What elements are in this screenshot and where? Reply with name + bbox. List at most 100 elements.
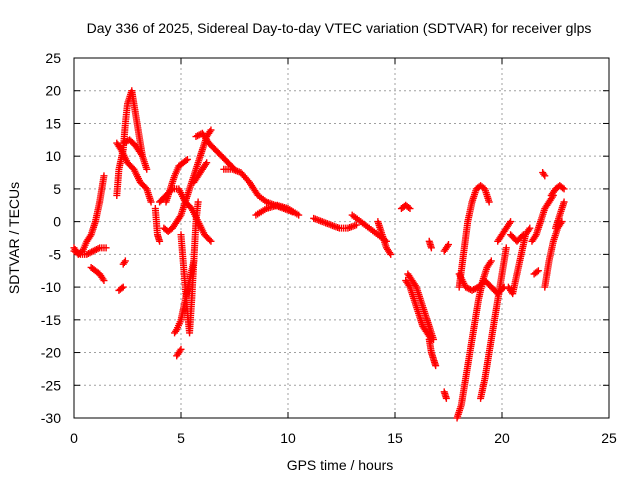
data-point-marker xyxy=(100,277,108,285)
series-arc-23 xyxy=(397,201,414,213)
y-tick-label: 25 xyxy=(45,50,61,66)
data-point-marker xyxy=(143,165,151,173)
data-point-marker xyxy=(207,126,215,134)
y-tick-labels: -30 -25 -20 -15 -10 -5 0 5 10 15 20 25 xyxy=(41,50,61,426)
series-arc-35 xyxy=(504,224,534,298)
data-point-marker xyxy=(485,198,493,206)
y-tick-label: 10 xyxy=(45,148,61,164)
data-point-marker xyxy=(518,232,526,240)
axis-ticks xyxy=(73,57,610,419)
data-point-marker xyxy=(118,284,126,292)
x-tick-label: 0 xyxy=(70,430,78,446)
data-point-marker xyxy=(182,157,190,165)
y-tick-label: -10 xyxy=(41,279,61,295)
x-tick-label: 5 xyxy=(177,430,185,446)
series-arc-38 xyxy=(539,169,549,180)
series-arc-31 xyxy=(455,182,493,291)
series-arc-08 xyxy=(119,257,129,268)
series-arc-30 xyxy=(453,257,495,422)
series-arc-07 xyxy=(115,283,127,294)
data-point-marker xyxy=(534,267,542,275)
data-point-marker xyxy=(405,203,413,211)
data-point-marker xyxy=(427,244,435,252)
series-arc-40 xyxy=(547,182,568,199)
y-tick-label: -25 xyxy=(41,377,61,393)
series-arc-11 xyxy=(160,126,215,235)
data-point-marker xyxy=(352,221,360,229)
data-point-marker xyxy=(177,345,185,353)
series-arc-03 xyxy=(87,263,108,285)
series-arc-22 xyxy=(374,218,395,258)
series-arc-14 xyxy=(173,345,185,360)
data-point-marker xyxy=(206,236,214,244)
series-arc-02 xyxy=(70,244,110,258)
data-point-marker xyxy=(75,250,83,258)
x-tick-label: 15 xyxy=(387,430,403,446)
y-tick-label: 5 xyxy=(53,181,61,197)
data-point-marker xyxy=(387,250,395,258)
data-point-marker xyxy=(559,184,567,192)
data-point-marker xyxy=(502,244,510,252)
data-point-marker xyxy=(526,224,534,232)
data-point-marker xyxy=(519,231,527,239)
series-arc-15 xyxy=(177,198,202,337)
y-axis-label: SDTVAR / TECUs xyxy=(6,182,22,294)
series-arc-34 xyxy=(494,218,515,245)
data-points xyxy=(70,87,568,422)
data-point-marker xyxy=(465,285,473,293)
series-arc-06 xyxy=(113,139,155,206)
x-axis-label: GPS time / hours xyxy=(287,457,394,473)
data-point-marker xyxy=(203,159,211,167)
x-tick-labels: 0 5 10 15 20 25 xyxy=(70,430,617,446)
grid-lines xyxy=(74,58,609,418)
plot-frame xyxy=(73,57,610,419)
y-tick-label: -15 xyxy=(41,312,61,328)
data-point-marker xyxy=(560,198,568,206)
data-point-marker xyxy=(194,198,202,206)
data-point-marker xyxy=(487,257,495,265)
data-point-marker xyxy=(156,237,164,245)
x-tick-label: 25 xyxy=(601,430,617,446)
data-point-marker xyxy=(507,218,515,226)
series-arc-19 xyxy=(252,201,303,219)
y-tick-label: 0 xyxy=(53,214,61,230)
series-arc-01 xyxy=(70,172,108,258)
y-tick-label: -5 xyxy=(49,246,62,262)
series-arc-16 xyxy=(190,159,211,186)
series-arc-41 xyxy=(552,198,568,232)
data-point-marker xyxy=(147,198,155,206)
series-arc-42 xyxy=(530,267,542,278)
series-arc-26 xyxy=(425,335,440,370)
data-point-marker xyxy=(541,172,549,180)
data-point-marker xyxy=(207,237,215,245)
series-arc-37 xyxy=(528,191,557,245)
data-point-marker xyxy=(120,259,128,267)
series-arc-09 xyxy=(151,205,164,245)
data-point-marker xyxy=(121,257,129,265)
series-arc-25 xyxy=(404,270,438,343)
x-tick-label: 20 xyxy=(494,430,510,446)
series-arc-36 xyxy=(507,231,527,245)
y-tick-label: 20 xyxy=(45,83,61,99)
data-point-marker xyxy=(432,362,440,370)
data-point-marker xyxy=(540,170,548,178)
chart-title: Day 336 of 2025, Sidereal Day-to-day VTE… xyxy=(87,20,592,36)
data-point-marker xyxy=(533,268,541,276)
series-arc-33 xyxy=(477,244,510,402)
data-point-marker xyxy=(295,211,303,219)
data-point-marker xyxy=(119,283,127,291)
data-point-marker xyxy=(560,185,568,193)
series-arc-12 xyxy=(162,155,191,206)
x-tick-label: 10 xyxy=(280,430,296,446)
series-arc-27 xyxy=(425,237,435,252)
data-point-marker xyxy=(183,155,191,163)
data-point-marker xyxy=(406,205,414,213)
y-tick-label: -30 xyxy=(41,410,61,426)
data-point-marker xyxy=(100,172,108,180)
data-point-marker xyxy=(138,152,146,160)
data-point-marker xyxy=(102,244,110,252)
series-arc-05 xyxy=(119,136,146,160)
data-point-marker xyxy=(445,241,452,249)
data-point-marker xyxy=(442,394,450,402)
